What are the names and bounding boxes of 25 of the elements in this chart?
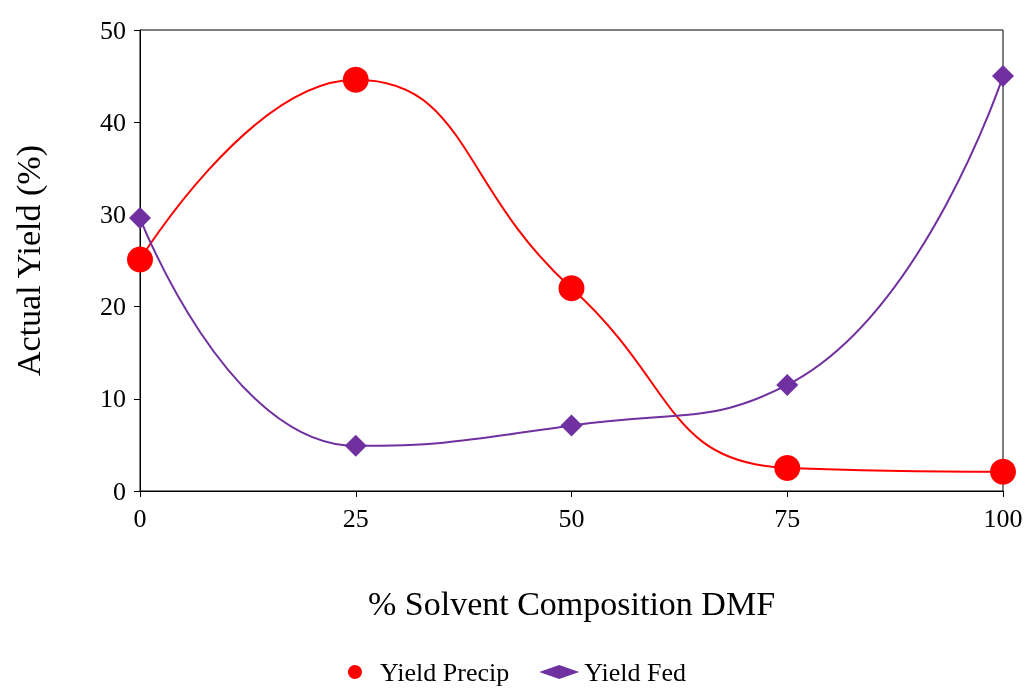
x-tick-label: 25 — [342, 503, 369, 533]
point — [129, 207, 151, 230]
y-axis-title: Actual Yield (%) — [9, 145, 48, 376]
point — [990, 458, 1016, 485]
point — [342, 66, 369, 93]
legend-label: Yield Fed — [584, 657, 687, 687]
point — [344, 434, 367, 457]
y-tick-label: 50 — [100, 15, 126, 45]
y-tick-label: 30 — [100, 199, 126, 229]
point — [127, 246, 153, 273]
y-tick-label: 0 — [113, 476, 126, 506]
x-tick-label: 75 — [774, 503, 801, 533]
x-tick-label: 50 — [558, 503, 585, 533]
point — [774, 454, 801, 481]
x-tick-label: 100 — [983, 503, 1023, 533]
y-tick-label: 40 — [100, 107, 126, 137]
legend-label: Yield Precip — [379, 657, 510, 687]
y-tick-label: 20 — [100, 292, 126, 322]
point — [992, 65, 1014, 88]
y-tick-label: 10 — [100, 384, 126, 414]
x-tick-label: 0 — [133, 503, 147, 533]
point — [560, 414, 583, 437]
point — [558, 275, 585, 302]
point — [776, 373, 799, 396]
x-axis-title: % Solvent Composition DMF — [367, 584, 776, 622]
